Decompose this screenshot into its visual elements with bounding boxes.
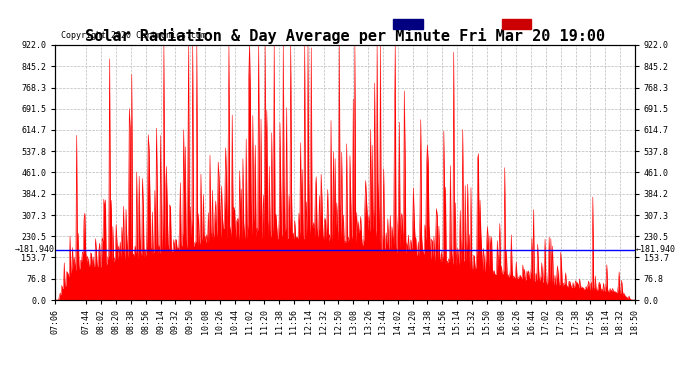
Text: ←181.940: ←181.940 (635, 245, 676, 254)
Text: →181.940: →181.940 (14, 245, 55, 254)
Text: Copyright 2020 Cartronics.com: Copyright 2020 Cartronics.com (61, 31, 206, 40)
Legend: Median (w/m2), Radiation (w/m2): Median (w/m2), Radiation (w/m2) (391, 17, 630, 31)
Title: Solar Radiation & Day Average per Minute Fri Mar 20 19:00: Solar Radiation & Day Average per Minute… (85, 28, 605, 44)
